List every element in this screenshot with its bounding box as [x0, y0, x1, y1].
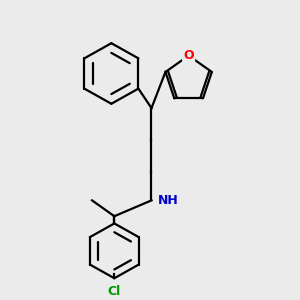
Text: NH: NH — [158, 194, 179, 207]
Text: Cl: Cl — [108, 285, 121, 298]
Text: O: O — [183, 49, 194, 62]
